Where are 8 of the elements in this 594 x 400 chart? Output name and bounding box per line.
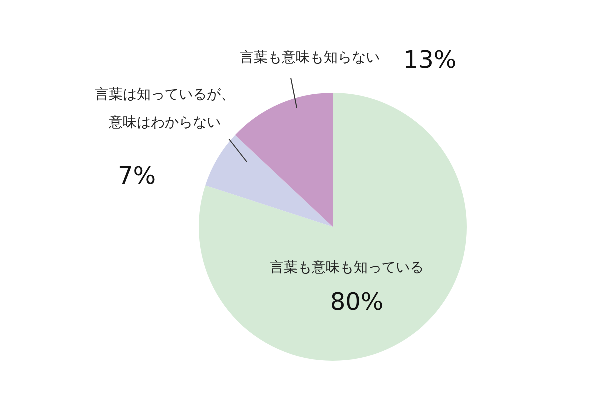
slice-label: 言葉も意味も知らない [240, 50, 380, 66]
pie-slice [235, 93, 333, 227]
slice-label: 言葉も意味も知っている [270, 260, 424, 276]
data-label: 13% [403, 46, 457, 74]
data-label: 80% [330, 288, 384, 316]
slice-label: 言葉は知っているが、意味はわからない [95, 87, 235, 131]
pie-slice [206, 135, 333, 227]
data-label: 7% [118, 162, 156, 190]
